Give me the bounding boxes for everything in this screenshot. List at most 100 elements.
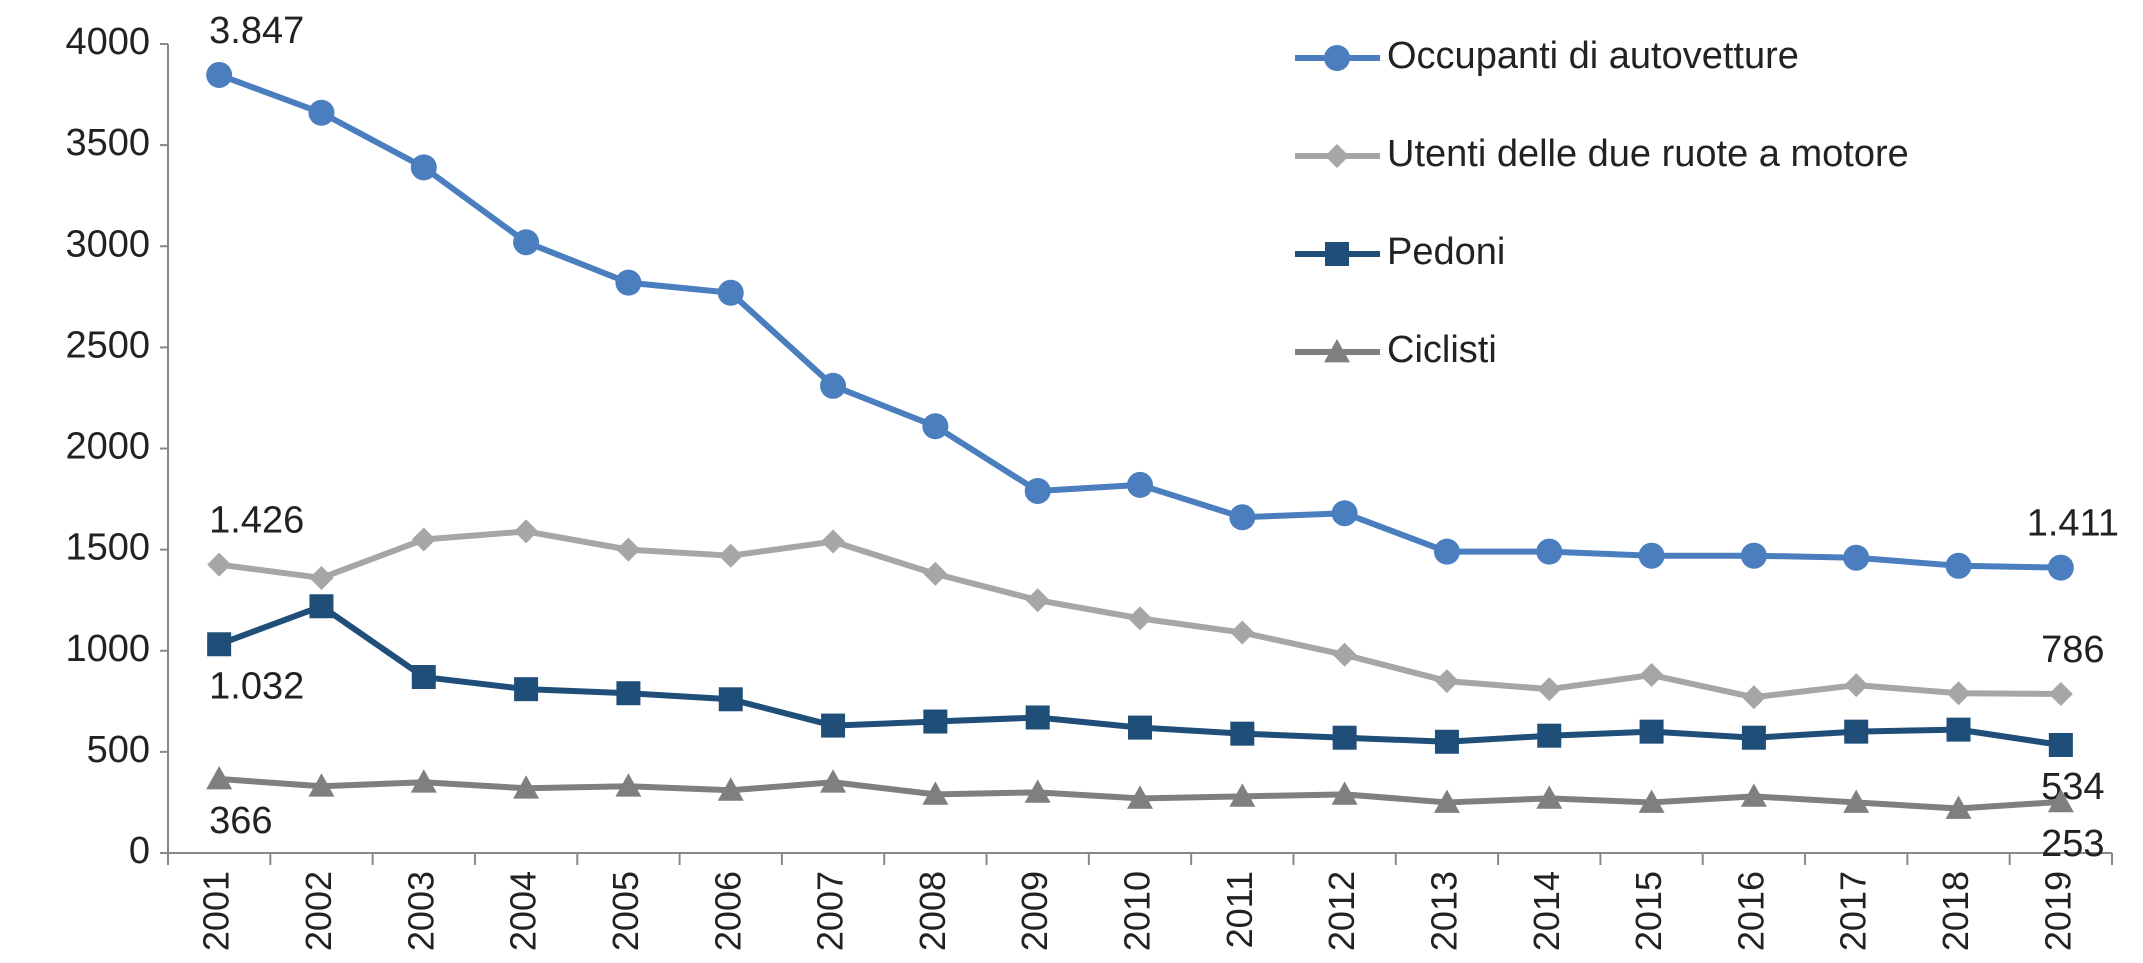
marker <box>1741 685 1766 710</box>
marker <box>616 537 641 562</box>
legend-marker <box>1324 45 1350 71</box>
y-tick-label: 500 <box>87 729 150 771</box>
y-tick-label: 3000 <box>65 223 150 265</box>
marker <box>1945 795 1972 819</box>
legend-label: Ciclisti <box>1387 329 1497 371</box>
marker <box>615 773 642 797</box>
marker <box>1025 705 1050 730</box>
marker <box>1434 669 1459 694</box>
marker <box>820 769 847 793</box>
y-tick-label: 2000 <box>65 426 150 468</box>
marker <box>309 565 334 590</box>
y-tick-label: 3500 <box>65 122 150 164</box>
marker <box>922 781 949 805</box>
data-label: 1.426 <box>209 500 304 542</box>
marker <box>717 279 744 306</box>
marker <box>1024 779 1051 803</box>
x-tick-label: 2009 <box>1014 871 1055 951</box>
marker <box>206 61 233 88</box>
marker <box>1740 783 1767 807</box>
x-tick-label: 2018 <box>1935 871 1976 951</box>
x-tick-label: 2006 <box>707 871 748 951</box>
marker <box>1230 721 1255 746</box>
x-tick-label: 2005 <box>605 871 646 951</box>
marker <box>1128 715 1152 740</box>
marker <box>207 632 232 657</box>
marker <box>1537 723 1562 748</box>
marker <box>923 561 948 586</box>
marker <box>309 594 334 619</box>
marker <box>514 519 539 544</box>
marker <box>1945 552 1972 579</box>
y-tick-label: 2500 <box>65 324 150 366</box>
marker <box>1537 677 1562 702</box>
marker <box>1843 544 1870 571</box>
marker <box>1332 725 1357 750</box>
marker <box>308 99 335 126</box>
data-label: 253 <box>2041 823 2104 865</box>
marker <box>513 775 540 799</box>
marker <box>821 529 846 554</box>
marker <box>513 229 540 256</box>
marker <box>923 709 948 734</box>
marker <box>2048 732 2073 757</box>
marker <box>1639 663 1664 688</box>
marker <box>821 713 846 738</box>
marker <box>2047 788 2074 813</box>
marker <box>1128 606 1152 631</box>
marker <box>1331 781 1358 805</box>
marker <box>922 413 949 440</box>
marker <box>820 372 847 399</box>
x-tick-label: 2002 <box>298 871 339 951</box>
marker <box>1844 719 1869 744</box>
marker <box>616 681 641 706</box>
marker <box>1331 500 1358 527</box>
x-tick-label: 2013 <box>1423 871 1464 951</box>
marker <box>1638 789 1665 813</box>
x-tick-label: 2010 <box>1117 871 1158 951</box>
y-tick-label: 1000 <box>65 628 150 670</box>
marker <box>2048 682 2073 707</box>
marker <box>718 543 743 568</box>
marker <box>207 552 232 577</box>
data-label: 3.847 <box>209 10 304 52</box>
x-tick-label: 2011 <box>1219 871 1260 948</box>
marker <box>411 665 436 690</box>
legend-marker <box>1324 339 1350 363</box>
marker <box>514 677 539 702</box>
legend-marker <box>1325 144 1349 168</box>
marker <box>1229 504 1256 531</box>
x-tick-label: 2003 <box>400 871 441 951</box>
data-label: 786 <box>2041 629 2104 671</box>
marker <box>1638 542 1665 569</box>
x-tick-label: 2012 <box>1321 871 1362 951</box>
x-tick-label: 2007 <box>810 871 851 951</box>
marker <box>1946 717 1971 742</box>
marker <box>1229 783 1256 807</box>
y-tick-label: 0 <box>129 830 150 872</box>
marker <box>1843 789 1870 813</box>
x-tick-label: 2016 <box>1730 871 1771 951</box>
marker <box>1639 719 1664 744</box>
marker <box>2047 554 2074 581</box>
data-label: 366 <box>209 800 272 842</box>
x-tick-label: 2019 <box>2037 871 2078 951</box>
marker <box>1230 620 1255 645</box>
marker <box>1740 542 1767 569</box>
marker <box>718 687 743 712</box>
marker <box>1844 673 1869 698</box>
x-tick-label: 2004 <box>503 871 544 951</box>
marker <box>1024 477 1051 504</box>
marker <box>1025 588 1050 613</box>
marker <box>1536 538 1563 565</box>
marker <box>717 777 744 801</box>
y-tick-label: 1500 <box>65 527 150 569</box>
legend-label: Pedoni <box>1387 231 1505 273</box>
marker <box>308 773 335 797</box>
marker <box>1741 725 1766 750</box>
marker <box>410 154 437 181</box>
marker <box>411 527 436 552</box>
marker <box>1433 538 1460 565</box>
x-tick-label: 2014 <box>1526 871 1567 951</box>
